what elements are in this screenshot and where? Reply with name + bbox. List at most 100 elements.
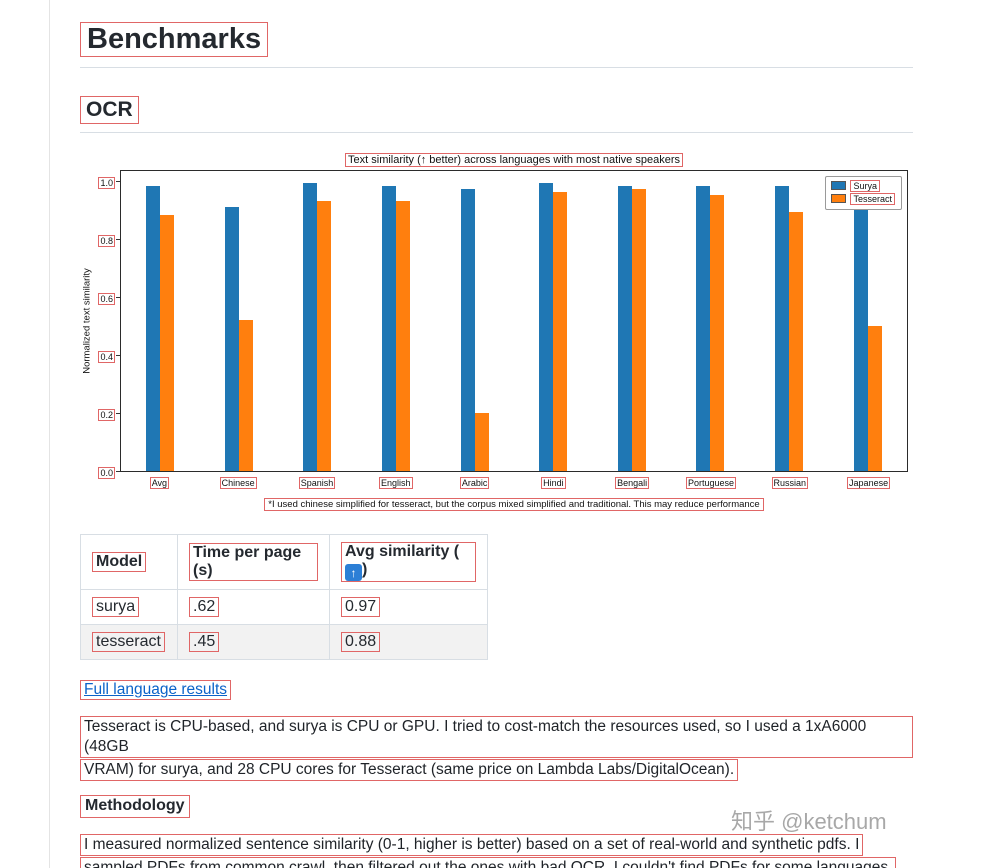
x-tick-cell: English [356,473,435,491]
x-tick-cell: Bengali [593,473,672,491]
bar-group-hindi [539,183,568,471]
y-axis-title: Normalized text similarity [80,170,94,472]
x-tick-cell: Avg [120,473,199,491]
up-arrow-icon: ↑ [345,564,362,582]
table-header-row: Model Time per page (s) Avg similarity (… [80,533,488,591]
header-model-label: Model [92,551,147,572]
legend-items: Surya Tesseract [831,179,895,205]
plot-area: Surya Tesseract [120,169,908,472]
bar-surya-spanish [303,183,318,471]
section-heading-row: OCR [80,96,913,124]
legend-label: Tesseract [850,192,895,205]
bar-tesseract-spanish [317,200,332,471]
bar-surya-japanese [853,197,868,471]
bar-group-bengali [617,186,646,471]
methodology-heading: Methodology [80,795,190,818]
cell-time: .62 [189,597,220,618]
cell-model: tesseract [92,632,165,653]
page-title-row: Benchmarks [80,22,913,58]
x-tick-cell: Russian [750,473,829,491]
x-tick-label: Chinese [219,476,257,489]
y-tick-label: 0.2 [98,408,115,421]
readme-content: Benchmarks OCR Text similarity (↑ better… [80,0,913,868]
legend-swatch-icon [831,194,847,204]
bars [121,171,907,471]
bar-surya-arabic [460,189,475,471]
x-tick-cell: Hindi [514,473,593,491]
section-divider [80,131,913,133]
x-tick-label: Arabic [459,476,490,489]
bar-tesseract-russian [789,212,804,471]
bar-tesseract-chinese [238,319,253,471]
legend-swatch-icon [831,181,847,191]
x-tick-label: English [379,476,413,489]
bar-group-chinese [224,206,253,471]
cell-similarity: 0.97 [341,597,381,618]
x-tick-label: Japanese [847,476,891,489]
chart-title-row: Text similarity (↑ better) across langua… [120,150,908,168]
bar-tesseract-japanese [867,325,882,471]
methodology-heading-row: Methodology [80,795,913,818]
y-tick-mark [116,296,120,298]
bar-surya-portuguese [696,186,711,471]
header-similarity-suffix: ) [362,560,368,578]
bar-surya-russian [775,186,790,471]
y-tick-mark [116,470,120,472]
chart-title: Text similarity (↑ better) across langua… [345,152,683,167]
legend-entry-surya: Surya [831,179,895,192]
full-language-results-link[interactable]: Full language results [84,681,228,699]
chart-legend: Surya Tesseract [825,175,902,210]
bar-surya-bengali [617,186,632,471]
y-tick-label: 0.0 [98,466,115,479]
x-tick-label: Spanish [298,476,336,489]
x-tick-cell: Japanese [829,473,908,491]
section-heading-ocr: OCR [80,96,139,124]
cost-match-paragraph: Tesseract is CPU-based, and surya is CPU… [80,716,913,782]
y-tick-mark [116,238,120,240]
header-model: Model [80,533,178,591]
bar-group-english [382,186,411,471]
bar-group-russian [775,186,804,471]
title-divider [80,67,913,69]
table-row: surya .62 0.97 [80,589,488,626]
x-tick-label: Hindi [541,476,566,489]
cell-time: .45 [189,632,220,653]
x-tick-label: Bengali [615,476,650,489]
bar-group-portuguese [696,186,725,471]
benchmark-chart: Text similarity (↑ better) across langua… [80,150,908,512]
bar-tesseract-bengali [631,189,646,471]
y-tick-label: 0.4 [98,350,115,363]
bar-group-arabic [460,189,489,471]
x-tick-label: Avg [149,476,170,489]
header-avg-similarity: Avg similarity ( ↑) [329,533,488,591]
chart-footnote-row: *I used chinese simplified for tesseract… [120,494,908,512]
paragraph-line: I measured normalized sentence similarit… [80,833,864,856]
page-title: Benchmarks [80,22,269,58]
chart-footnote: *I used chinese simplified for tesseract… [264,497,764,511]
x-axis-labels: Avg Chinese Spanish English Arabic Hindi Benga… [120,473,908,491]
x-tick-cell: Chinese [199,473,278,491]
table-row: tesseract .45 0.88 [80,624,488,661]
x-tick-label: Portuguese [685,476,736,489]
y-tick-label: 0.8 [98,234,115,247]
x-tick-label: Russian [771,476,809,489]
header-similarity-prefix: Avg similarity ( [345,542,460,560]
y-tick-label: 1.0 [98,176,115,189]
x-tick-cell: Arabic [435,473,514,491]
bar-surya-hindi [539,183,554,471]
cell-model: surya [92,597,140,618]
paragraph-line: VRAM) for surya, and 28 CPU cores for Te… [80,759,739,782]
legend-entry-tesseract: Tesseract [831,192,895,205]
header-time-label: Time per page (s) [189,542,318,581]
y-tick-mark [116,412,120,414]
methodology-paragraph: I measured normalized sentence similarit… [80,833,913,868]
paragraph-line: Tesseract is CPU-based, and surya is CPU… [80,716,913,759]
bar-surya-english [382,186,397,471]
bar-tesseract-avg [160,215,175,471]
page-left-border [49,0,50,868]
bar-tesseract-portuguese [710,195,725,471]
bar-tesseract-arabic [474,412,489,471]
bar-group-japanese [853,197,882,471]
y-axis: 0.0 0.2 0.4 0.6 0.8 1.0 [94,170,120,479]
